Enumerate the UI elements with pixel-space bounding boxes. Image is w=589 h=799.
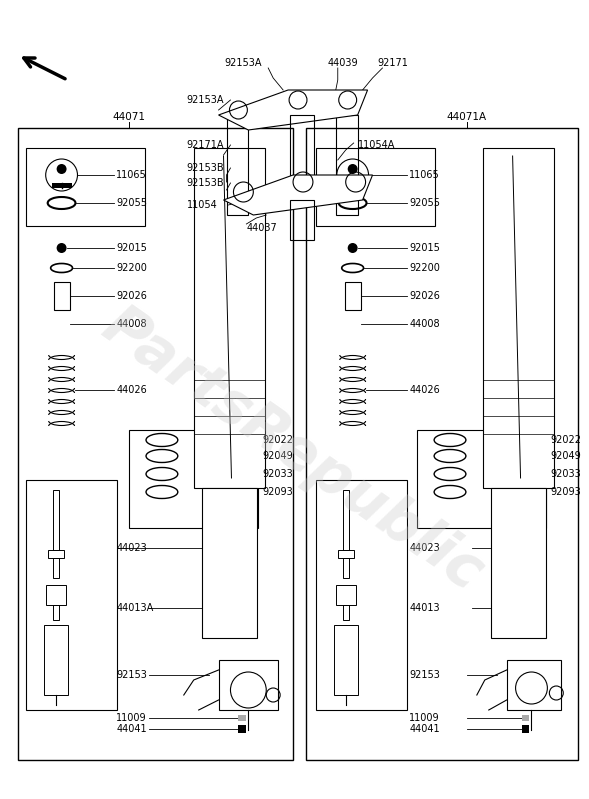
Text: 44041: 44041 [116,724,147,734]
Bar [52,183,71,188]
Circle shape [348,243,358,253]
Text: 92200: 92200 [409,263,440,273]
Text: 11054A: 11054A [358,140,395,150]
Text: 44008: 44008 [409,319,440,329]
Text: 92022: 92022 [550,435,581,445]
Bar [417,430,547,528]
Bar [507,660,561,710]
Text: 44013A: 44013A [116,603,154,613]
Text: 92049: 92049 [550,451,581,461]
Bar [52,605,59,620]
Text: 11065: 11065 [409,170,440,180]
Text: 92015: 92015 [409,243,440,253]
Text: 92015: 92015 [116,243,147,253]
Bar [26,148,145,226]
Text: 92049: 92049 [262,451,293,461]
Bar [491,488,547,638]
Text: 44071: 44071 [112,112,145,122]
Text: 44037: 44037 [246,223,277,233]
Bar [18,128,293,760]
Polygon shape [219,90,368,130]
Bar [290,115,314,205]
Text: 92153: 92153 [116,670,147,680]
Bar [521,715,530,721]
Bar [219,660,278,710]
Bar [336,115,358,215]
Text: 92171A: 92171A [187,140,224,150]
Text: 11065: 11065 [116,170,147,180]
Bar [290,200,314,240]
Text: 11009: 11009 [116,713,147,723]
Bar [343,605,349,620]
Bar [343,490,349,550]
Text: 92093: 92093 [550,487,581,497]
Bar [343,558,349,578]
Text: 44008: 44008 [116,319,147,329]
Bar [343,183,363,188]
Text: 92026: 92026 [409,291,440,301]
Bar [54,282,70,310]
Text: 44013: 44013 [409,603,440,613]
Bar [26,480,117,710]
Bar [336,585,356,605]
Polygon shape [223,175,372,215]
Bar [201,488,257,638]
Bar [483,148,554,488]
Text: 11054: 11054 [187,200,217,210]
Bar [194,148,265,488]
Text: 44026: 44026 [409,385,440,395]
Bar [52,558,59,578]
Bar [52,490,59,550]
Circle shape [57,243,67,253]
Text: 92022: 92022 [262,435,293,445]
Text: 92153B: 92153B [187,178,224,188]
Text: 92055: 92055 [116,198,147,208]
Bar [129,430,259,528]
Text: 11009: 11009 [409,713,440,723]
Bar [48,550,64,558]
Bar [334,625,358,695]
Text: 44023: 44023 [116,543,147,553]
Bar [306,128,578,760]
Text: 92153A: 92153A [187,95,224,105]
Circle shape [57,164,67,174]
Bar [46,585,65,605]
Bar [316,148,435,226]
Text: 92026: 92026 [116,291,147,301]
Text: 92033: 92033 [550,469,581,479]
Circle shape [348,164,358,174]
Bar [44,625,68,695]
Text: 92093: 92093 [262,487,293,497]
Text: PartsRepublic: PartsRepublic [92,297,494,602]
Text: 92200: 92200 [116,263,147,273]
Text: 44041: 44041 [409,724,440,734]
Text: 92055: 92055 [409,198,441,208]
Text: 92171: 92171 [378,58,408,68]
Text: 44039: 44039 [328,58,359,68]
Text: 92153B: 92153B [187,163,224,173]
Bar [337,550,353,558]
Bar [345,282,360,310]
Text: 92033: 92033 [262,469,293,479]
Bar [239,725,246,733]
Text: 92153A: 92153A [224,58,262,68]
Bar [227,115,249,215]
Text: 92153: 92153 [409,670,440,680]
Text: 44026: 44026 [116,385,147,395]
Bar [239,715,246,721]
Text: 44023: 44023 [409,543,440,553]
Text: 44071A: 44071A [447,112,487,122]
Bar [316,480,408,710]
Bar [521,725,530,733]
